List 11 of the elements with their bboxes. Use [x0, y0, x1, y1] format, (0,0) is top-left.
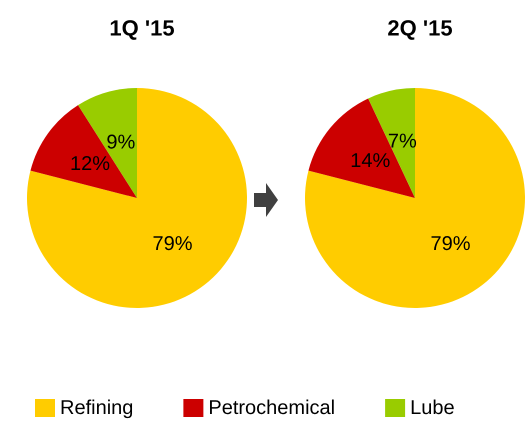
legend-label: Refining [60, 397, 134, 419]
data-label: 9% [106, 131, 136, 154]
data-label: 14% [350, 150, 391, 172]
chart-title: 1Q '15 [109, 16, 175, 40]
data-label: 12% [70, 152, 110, 175]
legend-label: Lube [410, 397, 455, 419]
data-label: 79% [152, 232, 193, 255]
data-label: 7% [388, 130, 418, 152]
legend-label: Petrochemical [208, 397, 336, 419]
chart-title: 2Q '15 [387, 16, 453, 40]
data-label: 79% [430, 232, 471, 255]
